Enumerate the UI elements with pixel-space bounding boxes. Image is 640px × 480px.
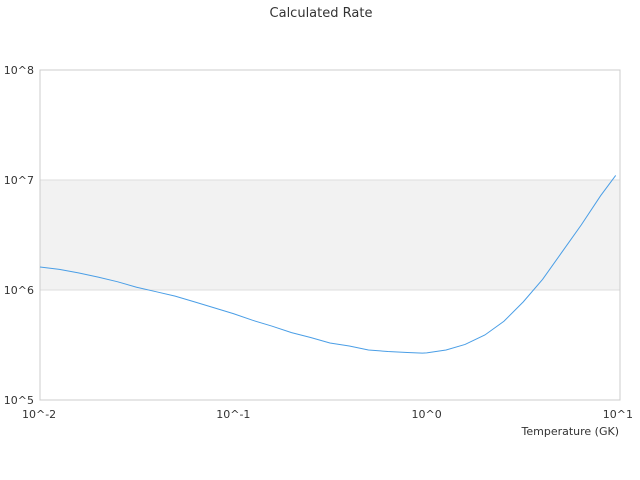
y-tick-label-3: 10^8	[4, 64, 34, 77]
plot-frame	[39, 69, 621, 401]
y-tick-label-0: 10^5	[4, 394, 34, 407]
y-tick-label-1: 10^6	[4, 284, 34, 297]
x-axis-title: Temperature (GK)	[521, 425, 620, 438]
chart-title: Calculated Rate	[270, 6, 373, 21]
x-tick-label-1: 10^-1	[216, 408, 250, 421]
y-band-highlight	[40, 180, 620, 290]
plot-area	[39, 69, 621, 401]
y-tick-label-2: 10^7	[4, 174, 34, 187]
x-tick-labels: 10^-2 10^-1 10^0 10^1	[22, 408, 633, 421]
x-tick-label-2: 10^0	[412, 408, 442, 421]
x-tick-label-3: 10^1	[603, 408, 633, 421]
y-tick-labels: 10^5 10^6 10^7 10^8	[4, 64, 34, 407]
series-line	[39, 175, 617, 354]
x-tick-label-0: 10^-2	[22, 408, 56, 421]
